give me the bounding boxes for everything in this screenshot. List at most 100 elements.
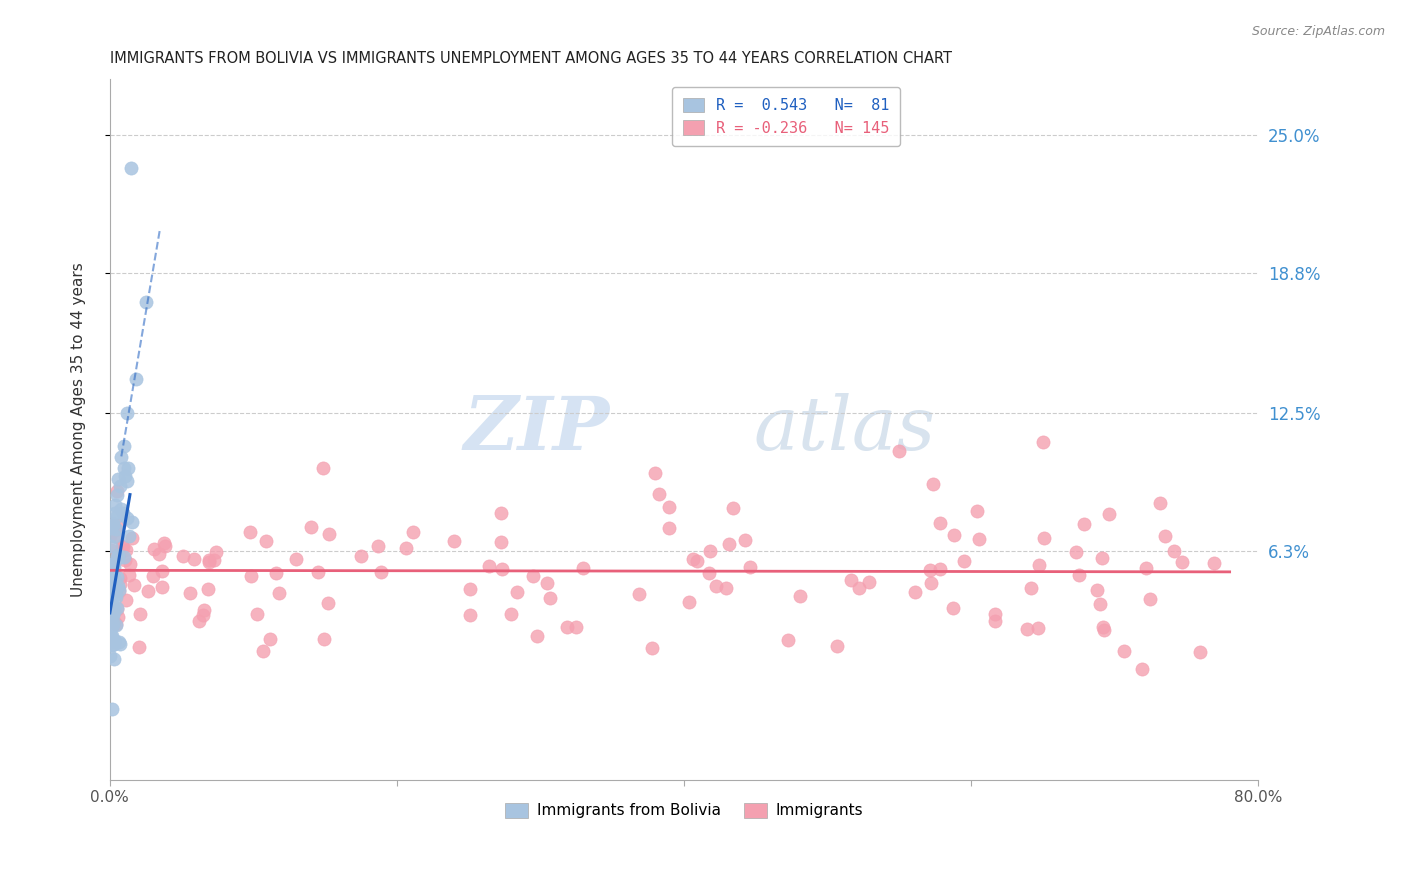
Text: IMMIGRANTS FROM BOLIVIA VS IMMIGRANTS UNEMPLOYMENT AMONG AGES 35 TO 44 YEARS COR: IMMIGRANTS FROM BOLIVIA VS IMMIGRANTS UN…	[110, 51, 952, 66]
Point	[1139, 592, 1161, 607]
Point	[103, 560, 125, 574]
Point	[314, 632, 336, 646]
Point	[458, 582, 481, 597]
Point	[103, 551, 125, 566]
Point	[101, 599, 124, 614]
Point	[108, 571, 131, 585]
Point	[100, 539, 122, 553]
Point	[150, 565, 173, 579]
Point	[121, 516, 143, 530]
Point	[478, 559, 501, 574]
Point	[101, 518, 124, 533]
Point	[1135, 560, 1157, 574]
Point	[120, 161, 142, 176]
Point	[101, 518, 124, 533]
Point	[98, 649, 121, 664]
Point	[100, 579, 122, 593]
Point	[108, 546, 131, 560]
Point	[153, 536, 176, 550]
Point	[1092, 624, 1115, 638]
Point	[540, 591, 562, 605]
Point	[101, 619, 124, 633]
Point	[179, 586, 201, 600]
Point	[367, 539, 389, 553]
Point	[789, 589, 811, 603]
Point	[128, 640, 150, 654]
Point	[105, 549, 128, 564]
Point	[100, 587, 122, 601]
Point	[104, 524, 127, 538]
Point	[966, 504, 988, 518]
Point	[142, 569, 165, 583]
Point	[148, 547, 170, 561]
Point	[114, 553, 136, 567]
Point	[105, 601, 128, 615]
Point	[658, 500, 681, 515]
Point	[943, 528, 966, 542]
Point	[120, 557, 142, 571]
Point	[191, 608, 214, 623]
Point	[1163, 544, 1185, 558]
Point	[101, 607, 124, 622]
Point	[111, 540, 134, 554]
Point	[183, 551, 205, 566]
Point	[489, 507, 512, 521]
Point	[101, 607, 124, 622]
Point	[848, 581, 870, 595]
Point	[920, 576, 942, 591]
Point	[198, 555, 221, 569]
Point	[1097, 507, 1119, 521]
Point	[491, 562, 513, 576]
Point	[202, 553, 225, 567]
Point	[825, 639, 848, 653]
Point	[98, 626, 121, 640]
Point	[143, 542, 166, 557]
Point	[928, 562, 950, 576]
Point	[100, 582, 122, 597]
Point	[103, 634, 125, 648]
Point	[644, 466, 666, 480]
Point	[104, 506, 127, 520]
Point	[101, 634, 124, 648]
Point	[112, 550, 135, 565]
Point	[506, 585, 529, 599]
Point	[678, 595, 700, 609]
Point	[240, 569, 263, 583]
Point	[105, 488, 128, 502]
Point	[312, 461, 335, 475]
Point	[402, 525, 425, 540]
Point	[103, 615, 125, 629]
Point	[107, 578, 129, 592]
Point	[112, 439, 135, 453]
Point	[103, 582, 125, 597]
Point	[491, 534, 513, 549]
Point	[239, 524, 262, 539]
Point	[841, 574, 863, 588]
Point	[1032, 434, 1054, 449]
Point	[198, 553, 221, 567]
Point	[100, 598, 122, 612]
Point	[110, 637, 132, 651]
Point	[115, 474, 138, 488]
Point	[101, 553, 124, 567]
Point	[1154, 529, 1177, 543]
Point	[259, 632, 281, 646]
Point	[105, 530, 128, 544]
Point	[889, 443, 911, 458]
Point	[104, 498, 127, 512]
Point	[285, 551, 308, 566]
Point	[205, 545, 228, 559]
Point	[526, 629, 548, 643]
Point	[187, 614, 209, 628]
Point	[1170, 555, 1192, 569]
Point	[110, 539, 132, 553]
Point	[117, 461, 139, 475]
Point	[100, 583, 122, 598]
Point	[197, 582, 219, 596]
Point	[301, 520, 323, 534]
Point	[98, 586, 121, 600]
Point	[100, 529, 122, 543]
Point	[254, 533, 277, 548]
Point	[110, 450, 132, 465]
Point	[714, 581, 737, 595]
